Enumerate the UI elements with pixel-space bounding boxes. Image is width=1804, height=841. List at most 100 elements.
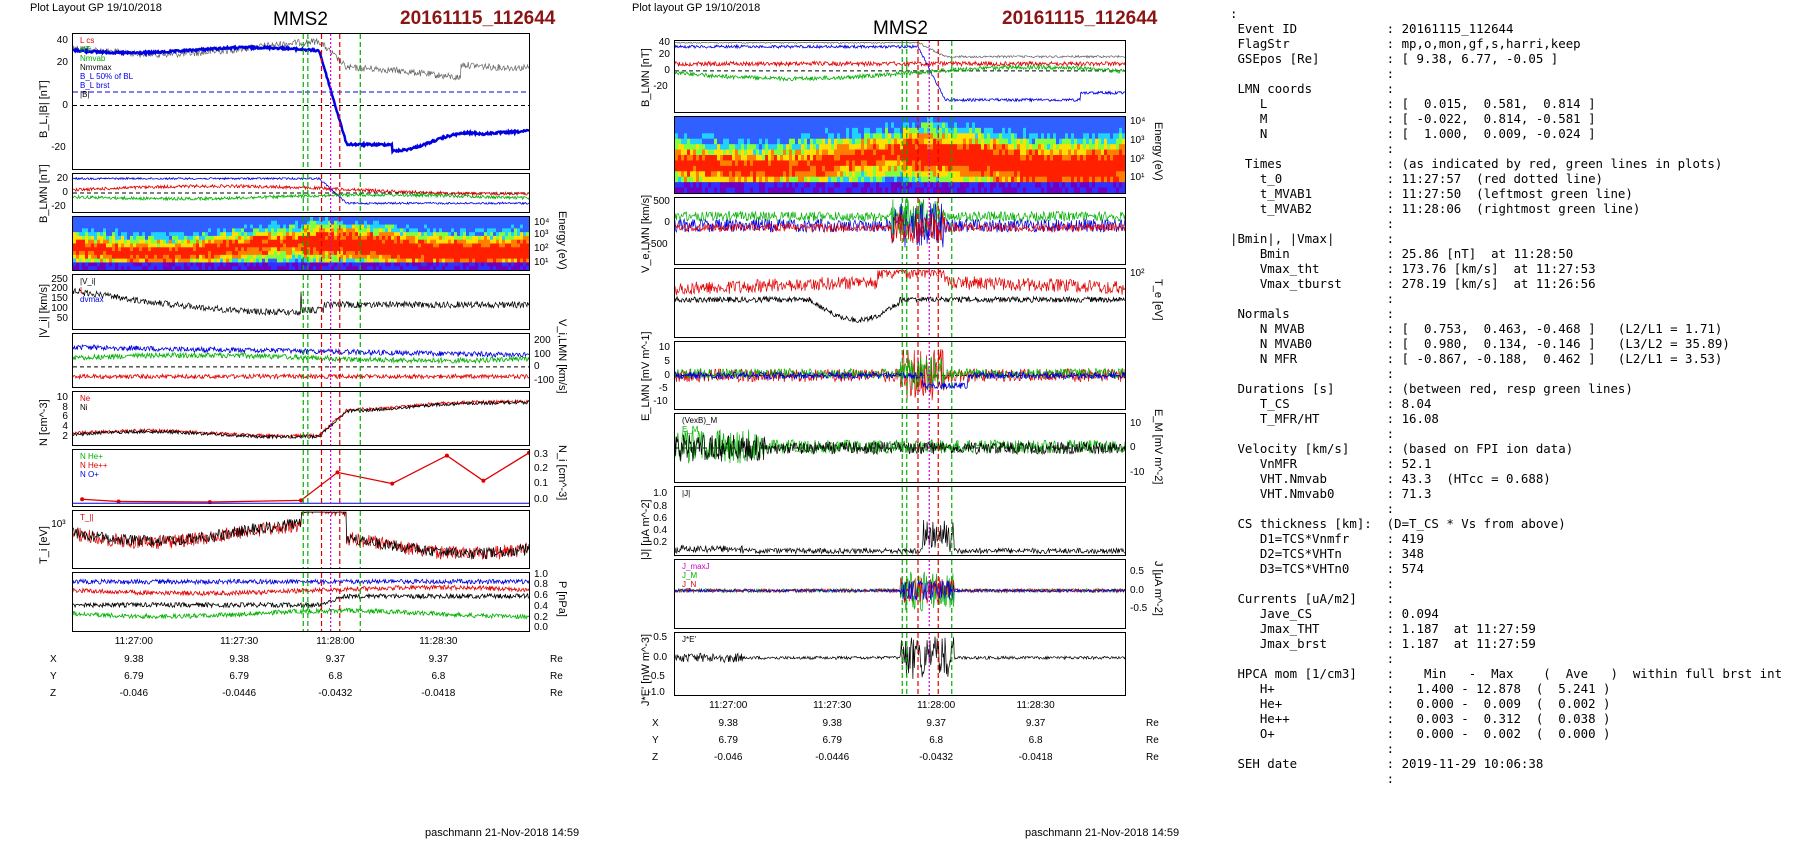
mid-vexb-trace	[675, 434, 1125, 462]
left-panel-6-plot	[73, 392, 529, 445]
left-ylabel-2: B_LMN [nT]	[38, 164, 50, 223]
mid-coord-label-X: X	[652, 718, 659, 729]
left-panel-4-tick-5: 50	[56, 312, 68, 324]
left-coord-label-X: X	[50, 654, 57, 665]
mid-xtick-2: 11:27:30	[813, 700, 852, 711]
left-panel-9-tick-6: 0.0	[534, 622, 548, 634]
left-layout-label: Plot Layout GP 19/10/2018	[30, 2, 162, 14]
mid-ylabel-1: B_LMN [nT]	[640, 47, 652, 107]
left-coord-Y-3: 6.8	[328, 671, 343, 682]
left-panel-2-plot	[73, 174, 529, 212]
left-panel-4-legend-2: L	[80, 286, 85, 295]
left-panel-9-tick-2: 0.8	[534, 579, 548, 591]
left-bm-trace	[73, 183, 529, 197]
left-panel-1-tick-3: 0	[62, 99, 68, 111]
left-ni-trace	[73, 399, 529, 440]
left-panel-5-plot	[73, 334, 529, 387]
mid-panel-3-tick-2: 0	[664, 216, 670, 228]
mid-panel-8-plot	[675, 560, 1125, 628]
mid-coord-unit-X: Re	[1146, 718, 1159, 729]
left-ion-spectrogram	[73, 217, 529, 270]
left-coord-Y-4: 6.8	[431, 671, 446, 682]
left-panel-1-legend-7: |B|	[80, 90, 90, 99]
mid-coord-Y-1: 6.79	[718, 735, 738, 746]
mid-je-trace	[675, 636, 1125, 680]
mid-panel-2-tick-3: 10²	[1130, 153, 1145, 165]
mid-panel-1-tick-4: -20	[653, 80, 668, 92]
mid-ve-n-trace	[675, 211, 1125, 244]
mid-ylabel-6: E_M [mV m^-2]	[1152, 409, 1164, 485]
left-ylabel-7: N_i [cm^-3]	[556, 445, 568, 501]
left-panel-5-tick-3: 0	[534, 361, 540, 373]
left-panel-7-plot	[73, 450, 529, 506]
left-ylabel-4: |V_i| [km/s]	[38, 283, 50, 338]
mid-panel-4	[674, 268, 1126, 338]
left-panel-4-tick-2: 200	[51, 283, 68, 295]
mid-coord-label-Z: Z	[652, 752, 659, 763]
mid-coord-X-1: 9.38	[718, 718, 738, 729]
left-bl-lmn-trace	[73, 176, 529, 206]
mid-panel-5-tick-2: 5	[664, 355, 670, 367]
left-panel-1-tick-4: -20	[51, 142, 66, 154]
left-coord-Z-2: -0.0446	[222, 688, 257, 699]
mid-em-trace	[675, 356, 1125, 391]
mid-panel-8-legend-2: J_M	[682, 571, 698, 580]
mid-panel-9-tick-4: -1.0	[647, 686, 665, 698]
left-panel-4-legend-1: |V_i|	[80, 277, 96, 286]
left-b-magnitude-trace	[73, 38, 529, 81]
left-xtick-2: 11:27:30	[220, 636, 259, 647]
left-coord-unit-X: Re	[550, 654, 563, 665]
left-panel-6-tick-5: 2	[62, 431, 68, 443]
middle-event-id: 20161115_112644	[1002, 8, 1158, 29]
mid-panel-1-tick-2: 20	[658, 48, 670, 60]
left-panel-5	[72, 333, 530, 388]
mid-bl-trace	[675, 43, 1125, 103]
mid-panel-4-plot	[675, 269, 1125, 337]
left-panel-4-tick-4: 100	[51, 302, 68, 314]
mid-panel-2	[674, 116, 1126, 194]
mid-panel-2-plot	[675, 117, 1125, 193]
left-panel-6-tick-3: 6	[62, 411, 68, 423]
event-info-text: : Event ID : 20161115_112644 FlagStr : m…	[1230, 6, 1783, 786]
mid-ylabel-8: J [μA m^-2]	[1152, 561, 1164, 616]
mid-panel-7-tick-2: 0.8	[653, 501, 668, 512]
left-panel-7-legend-2: N He++	[80, 461, 108, 470]
mid-panel-9-tick-3: -0.5	[647, 670, 665, 682]
left-event-id: 20161115_112644	[400, 8, 556, 29]
mid-en-trace	[675, 370, 1125, 391]
left-panel-6-tick-4: 4	[62, 421, 68, 433]
left-panel-1-tick-1: 40	[56, 35, 68, 47]
left-coord-X-4: 9.37	[428, 654, 449, 665]
mid-coord-Y-4: 6.8	[1028, 735, 1043, 746]
mid-panel-9-plot	[675, 633, 1125, 695]
left-vi-magnitude-trace	[73, 287, 529, 317]
left-title: MMS2	[273, 9, 328, 30]
left-p-red-trace	[73, 583, 529, 597]
left-n-hepp-point	[444, 453, 449, 458]
mid-panel-9-tick-2: 0.0	[653, 651, 668, 663]
left-panel-9-tick-3: 0.6	[534, 590, 548, 601]
mid-panel-3-tick-3: -500	[647, 238, 668, 250]
left-panel-6-tick-1: 10	[56, 391, 68, 403]
mid-coord-unit-Z: Re	[1146, 752, 1159, 763]
left-panel-3-tick-2: 10³	[534, 229, 549, 241]
left-bl-trace	[73, 44, 529, 155]
left-vin-trace	[73, 372, 529, 381]
mid-j-magnitude-trace	[675, 519, 1125, 555]
left-panel-4	[72, 274, 530, 330]
mid-panel-6-tick-1: 10	[1130, 417, 1142, 429]
left-panel-7-tick-4: 0.0	[534, 494, 548, 506]
left-n-hepp-point	[527, 450, 529, 455]
middle-footer: paschmann 21-Nov-2018 14:59	[1025, 827, 1180, 839]
left-panel-1-legend-6: B_L brst	[80, 81, 110, 90]
left-n-hepp-point	[335, 470, 340, 475]
mid-panel-7-tick-3: 0.6	[653, 512, 668, 524]
left-panel-4-tick-3: 150	[51, 293, 68, 305]
left-ylabel-1: B_L,|B| [nT]	[38, 79, 50, 138]
mid-panel-8-legend-1: J_maxJ	[682, 562, 710, 571]
left-panel-3-tick-3: 10²	[534, 243, 549, 254]
left-panel-7-tick-2: 0.2	[534, 463, 548, 475]
mid-coord-Z-1: -0.046	[714, 752, 743, 763]
left-panel-7-tick-3: 0.1	[534, 477, 548, 489]
mid-panel-1-tick-3: 0	[664, 64, 670, 76]
